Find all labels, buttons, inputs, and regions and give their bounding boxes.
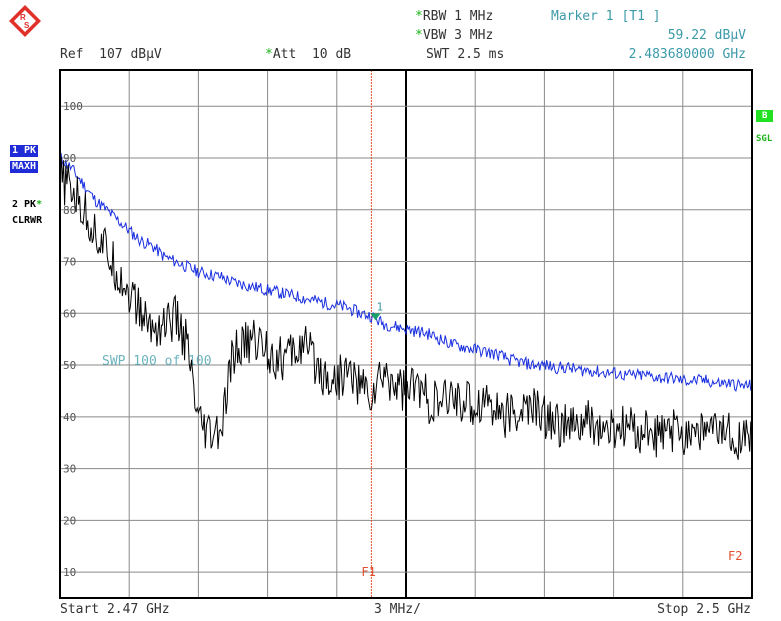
- start-frequency: Start 2.47 GHz: [60, 602, 170, 617]
- y-tick-label: 100: [63, 100, 83, 113]
- y-tick-label: 60: [63, 307, 76, 320]
- y-tick-label: 30: [63, 463, 76, 476]
- y-tick-label: 70: [63, 256, 76, 269]
- marker-frequency: 2.483680000 GHz: [628, 47, 746, 62]
- f2-label: F2: [728, 549, 742, 563]
- y-tick-label: 40: [63, 411, 76, 424]
- y-tick-label: 50: [63, 359, 76, 372]
- rbw-setting: *RBW 1 MHz: [415, 9, 494, 24]
- y-tick-labels: 100 90 80 70 60 50 40 30 20 10: [63, 100, 83, 579]
- y-tick-label: 10: [63, 566, 76, 579]
- swt-setting: SWT 2.5 ms: [426, 47, 505, 62]
- stop-frequency: Stop 2.5 GHz: [657, 602, 751, 617]
- marker-title: Marker 1 [T1 ]: [551, 9, 661, 24]
- y-tick-label: 90: [63, 152, 76, 165]
- y-tick-label: 20: [63, 514, 76, 527]
- trace1-mode-label: MAXH: [10, 161, 39, 173]
- trace-clrwr-line: [59, 156, 753, 460]
- plot-grid: [60, 70, 752, 598]
- marker-level: 59.22 dBµV: [667, 28, 746, 43]
- marker-1-triangle: [370, 313, 381, 321]
- marker-1-label: 1: [377, 300, 384, 313]
- marker-group: 1: [370, 300, 384, 321]
- traces: [59, 152, 753, 460]
- svg-text:S: S: [24, 21, 30, 30]
- trace1-detector-label: 1 PK: [10, 145, 39, 157]
- trace2-mode-label: CLRWR: [12, 215, 43, 226]
- vbw-setting: *VBW 3 MHz: [415, 28, 494, 43]
- indicator-sgl: SGL: [756, 134, 773, 144]
- plot-frame: [59, 69, 753, 599]
- sweep-overlay-text: SWP 100 of 100: [102, 354, 212, 369]
- trace-maxh-line: [59, 152, 753, 392]
- indicator-b: B: [756, 110, 774, 122]
- frequency-lines: F1 F2: [361, 70, 742, 598]
- attenuation: *Att 10 dB: [265, 47, 352, 62]
- rohde-schwarz-logo-icon: R S: [9, 5, 41, 37]
- ref-level: Ref 107 dBµV: [60, 47, 162, 62]
- y-tick-label: 80: [63, 204, 76, 217]
- f1-label: F1: [361, 565, 375, 579]
- frequency-per-division: 3 MHz/: [374, 602, 421, 617]
- trace2-detector-label: 2 PK*: [12, 199, 43, 210]
- svg-text:R: R: [20, 13, 26, 22]
